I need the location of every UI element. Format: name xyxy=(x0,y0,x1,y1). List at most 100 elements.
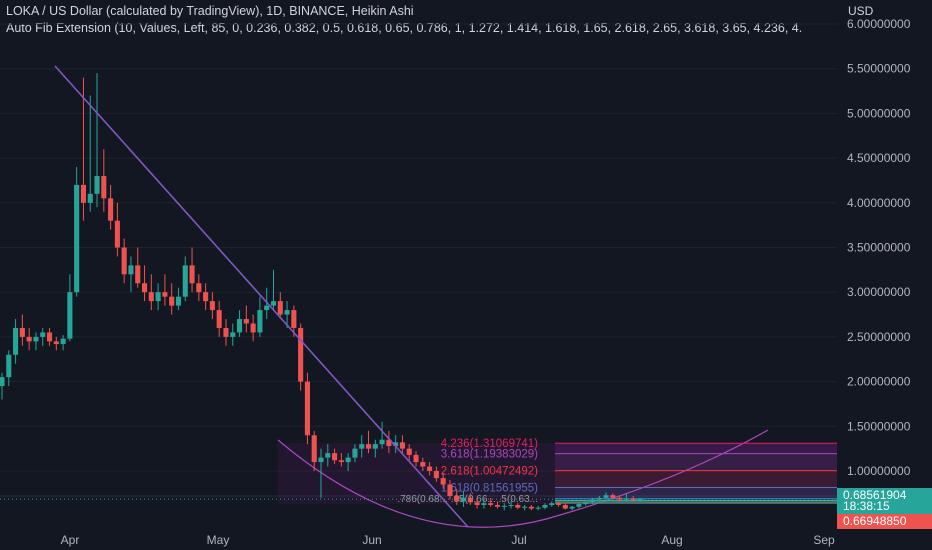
candle-body xyxy=(135,265,141,284)
candle xyxy=(101,149,107,212)
candle-body xyxy=(494,504,501,507)
candle-body xyxy=(304,381,310,436)
prev-close-tag: 0.66948850 xyxy=(837,514,932,529)
candle-body xyxy=(637,499,643,501)
candle-body xyxy=(515,504,521,508)
candle xyxy=(148,274,154,311)
candle-body xyxy=(352,448,358,458)
candle xyxy=(175,287,182,311)
candle-body xyxy=(175,296,182,306)
candle-body xyxy=(474,502,480,505)
candle-body xyxy=(169,296,175,306)
candle xyxy=(121,238,127,284)
candle xyxy=(162,274,168,306)
candle xyxy=(80,77,86,221)
candle xyxy=(250,314,256,342)
candle xyxy=(169,283,175,315)
currency-label: USD xyxy=(848,4,874,18)
bar-countdown-tag: 18:38:15 xyxy=(837,499,932,514)
candle-body xyxy=(447,484,453,497)
candle-body xyxy=(209,301,215,311)
candle-body xyxy=(596,497,602,500)
candle-body xyxy=(481,503,487,505)
x-tick-label: Sep xyxy=(813,533,835,547)
candle xyxy=(26,327,32,351)
candle-body xyxy=(562,504,568,509)
candle-body xyxy=(284,310,290,315)
candle-body xyxy=(311,435,317,463)
candle-body xyxy=(617,497,623,500)
candle-body xyxy=(365,444,372,449)
candle xyxy=(406,444,412,461)
candle-body xyxy=(237,319,243,333)
chart-title: LOKA / US Dollar (calculated by TradingV… xyxy=(6,4,414,18)
trendline xyxy=(54,65,469,528)
candle xyxy=(182,256,188,302)
candle-body xyxy=(148,292,154,302)
y-tick-label: 5.50000000 xyxy=(847,62,911,76)
candle xyxy=(427,462,433,476)
candle-body xyxy=(399,442,405,449)
candle-body xyxy=(501,505,507,507)
candle-body xyxy=(216,310,222,328)
candle-body xyxy=(569,506,575,509)
candle xyxy=(40,327,46,346)
candle-body xyxy=(623,498,629,500)
candle xyxy=(447,479,453,500)
x-tick-label: Aug xyxy=(661,533,682,547)
candle-body xyxy=(6,354,12,378)
candle-body xyxy=(338,460,344,463)
y-tick-label: 4.00000000 xyxy=(847,196,911,210)
candle xyxy=(508,501,514,509)
candle-body xyxy=(420,462,426,467)
candle xyxy=(596,496,602,503)
y-tick-label: 5.00000000 xyxy=(847,106,911,120)
candle xyxy=(399,435,405,454)
candle-body xyxy=(121,247,127,275)
grid xyxy=(0,23,837,472)
candle xyxy=(74,167,80,297)
fib-level-label: 3.618(1.19383029) xyxy=(441,449,538,461)
y-tick-label: 2.50000000 xyxy=(847,330,911,344)
candle-body xyxy=(203,292,209,302)
candle-body xyxy=(196,283,202,293)
candle xyxy=(345,453,351,471)
candle-body xyxy=(243,319,249,324)
candle xyxy=(352,444,358,463)
candle xyxy=(365,430,372,454)
candle xyxy=(494,501,501,509)
candle-body xyxy=(583,502,589,505)
candle-body xyxy=(332,453,338,461)
candle-body xyxy=(542,504,548,508)
candle-body xyxy=(535,507,541,509)
candle-body xyxy=(359,444,365,449)
fib-level-label: 1.618(0.81561955) xyxy=(441,482,538,494)
candle-body xyxy=(325,453,331,458)
candle-body xyxy=(264,305,270,311)
fib-extension: 4.236(1.31069741)3.618(1.19383029) 2.618(… xyxy=(277,429,837,528)
x-tick-label: Jun xyxy=(362,533,381,547)
candle xyxy=(60,335,66,351)
candle-body xyxy=(413,454,419,463)
candle-body xyxy=(488,503,494,505)
candle-body xyxy=(610,495,616,498)
candle-body xyxy=(372,444,378,449)
candle xyxy=(467,493,473,505)
candle xyxy=(637,497,643,503)
candle-body xyxy=(603,495,609,498)
candle-body xyxy=(33,336,39,342)
candle-body xyxy=(250,323,256,333)
x-tick-label: Apr xyxy=(61,533,80,547)
candle-body xyxy=(53,341,59,345)
candle xyxy=(203,283,209,311)
candle xyxy=(270,269,277,311)
candle xyxy=(549,501,555,507)
candle xyxy=(216,301,222,337)
candle-body xyxy=(223,327,229,337)
candle-body xyxy=(40,332,46,337)
fib-arc xyxy=(277,429,769,528)
candle xyxy=(372,439,378,458)
candle xyxy=(623,493,629,502)
candle xyxy=(501,503,507,511)
